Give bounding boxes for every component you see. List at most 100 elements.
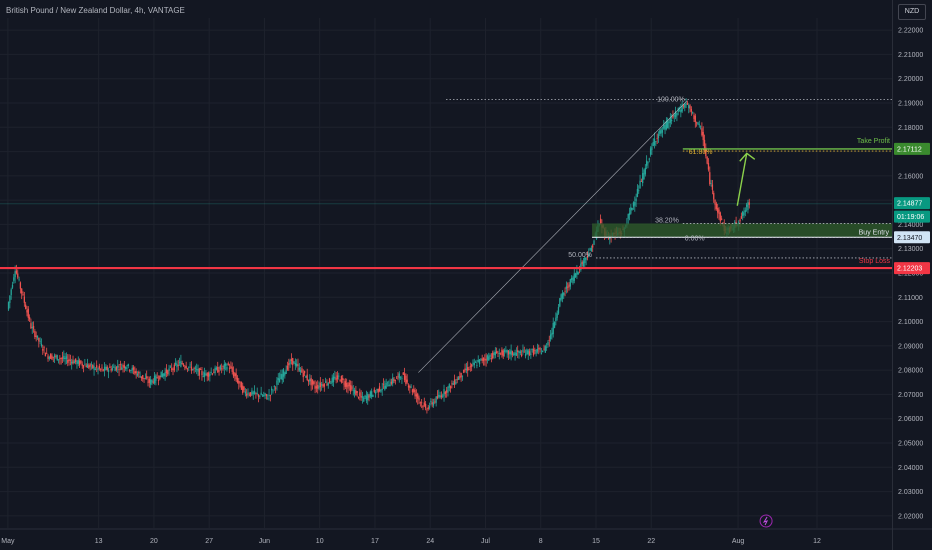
candle-body: [705, 147, 707, 157]
candle-body: [196, 369, 198, 371]
candle-body: [32, 325, 35, 329]
candle-body: [496, 351, 498, 354]
candle-body: [93, 366, 95, 370]
candle-body: [103, 366, 106, 371]
candle-body: [526, 349, 528, 355]
candle-body: [563, 292, 565, 296]
y-axis-tick-label: 2.05000: [898, 441, 923, 448]
candle-body: [115, 366, 118, 370]
candle-body: [342, 378, 344, 380]
candle-body: [193, 367, 195, 369]
candle-body: [522, 349, 524, 353]
candle-body: [50, 354, 52, 359]
candle-body: [507, 350, 510, 355]
candle-body: [386, 381, 389, 383]
candle-body: [352, 389, 354, 391]
candle-body: [586, 255, 589, 258]
candle-body: [271, 388, 273, 391]
candle-body: [639, 180, 641, 189]
candle-body: [640, 181, 643, 182]
candle-body: [448, 384, 450, 388]
candle-body: [10, 289, 12, 296]
candle-body: [26, 310, 28, 313]
candle-body: [165, 369, 168, 374]
candle-body: [302, 372, 304, 378]
candle-body: [214, 367, 216, 374]
candle-body: [411, 389, 414, 393]
candle-body: [18, 279, 20, 281]
fib-level-label: 61.80%: [689, 149, 713, 156]
trend-line[interactable]: [418, 100, 687, 373]
candle-body: [535, 350, 537, 354]
candle-body: [39, 340, 41, 342]
candle-body: [430, 401, 432, 403]
candle-body: [28, 317, 31, 320]
candle-body: [311, 379, 314, 385]
candle-body: [186, 368, 189, 370]
candle-body: [499, 352, 502, 354]
candle-body: [410, 386, 412, 388]
candle-body: [478, 359, 481, 365]
target-arrow-shaft[interactable]: [736, 153, 748, 206]
candle-body: [699, 126, 702, 128]
candle-body: [471, 364, 473, 367]
currency-selector[interactable]: NZD: [898, 4, 926, 20]
candle-body: [631, 207, 633, 210]
candle-body: [510, 350, 512, 356]
x-axis-tick-label: Jun: [259, 538, 270, 545]
candle-body: [86, 364, 89, 368]
candle-body: [69, 360, 72, 361]
price-tag-text: 2.13470: [897, 235, 922, 242]
candle-body: [155, 375, 157, 381]
lightning-icon[interactable]: [759, 514, 773, 528]
candle-body: [413, 389, 415, 392]
candle-body: [503, 350, 506, 352]
target-arrow-head[interactable]: [739, 152, 756, 162]
candle-body: [530, 353, 532, 356]
candle-body: [172, 369, 174, 371]
candle-body: [656, 137, 658, 139]
candle-body: [309, 379, 311, 382]
candle-body: [277, 378, 279, 381]
candle-body: [547, 342, 549, 345]
candle-body: [324, 381, 327, 383]
candle-body: [118, 369, 120, 371]
y-axis-tick-label: 2.07000: [898, 392, 923, 399]
candle-body: [126, 367, 128, 369]
candle-body: [261, 395, 264, 397]
candle-body: [132, 367, 135, 370]
candle-body: [357, 397, 360, 398]
candle-body: [570, 278, 573, 280]
candle-body: [43, 347, 45, 349]
candle-body: [268, 394, 270, 396]
candle-body: [539, 348, 541, 350]
candle-body: [80, 360, 82, 364]
candle-body: [688, 105, 690, 108]
candle-body: [453, 379, 456, 385]
candle-body: [30, 323, 32, 329]
candle-body: [188, 366, 190, 368]
candle-body: [228, 367, 231, 369]
candle-body: [674, 111, 677, 118]
candle-body: [160, 371, 162, 378]
candle-body: [215, 367, 218, 370]
y-axis-tick-label: 2.09000: [898, 343, 923, 350]
candle-body: [424, 403, 427, 409]
candle-body: [330, 382, 332, 384]
candle-body: [651, 146, 653, 151]
y-axis-tick-label: 2.04000: [898, 465, 923, 472]
buy-entry-zone[interactable]: [592, 223, 892, 238]
candle-body: [706, 156, 708, 164]
candle-body: [15, 270, 18, 274]
y-axis-tick-label: 2.22000: [898, 28, 923, 35]
candle-body: [544, 346, 546, 353]
candle-body: [88, 365, 90, 368]
y-axis-tick-label: 2.21000: [898, 52, 923, 59]
candle-body: [739, 219, 741, 222]
candle-body: [9, 295, 11, 303]
candle-body: [565, 286, 568, 289]
candle-body: [305, 376, 307, 378]
candle-body: [313, 381, 315, 384]
